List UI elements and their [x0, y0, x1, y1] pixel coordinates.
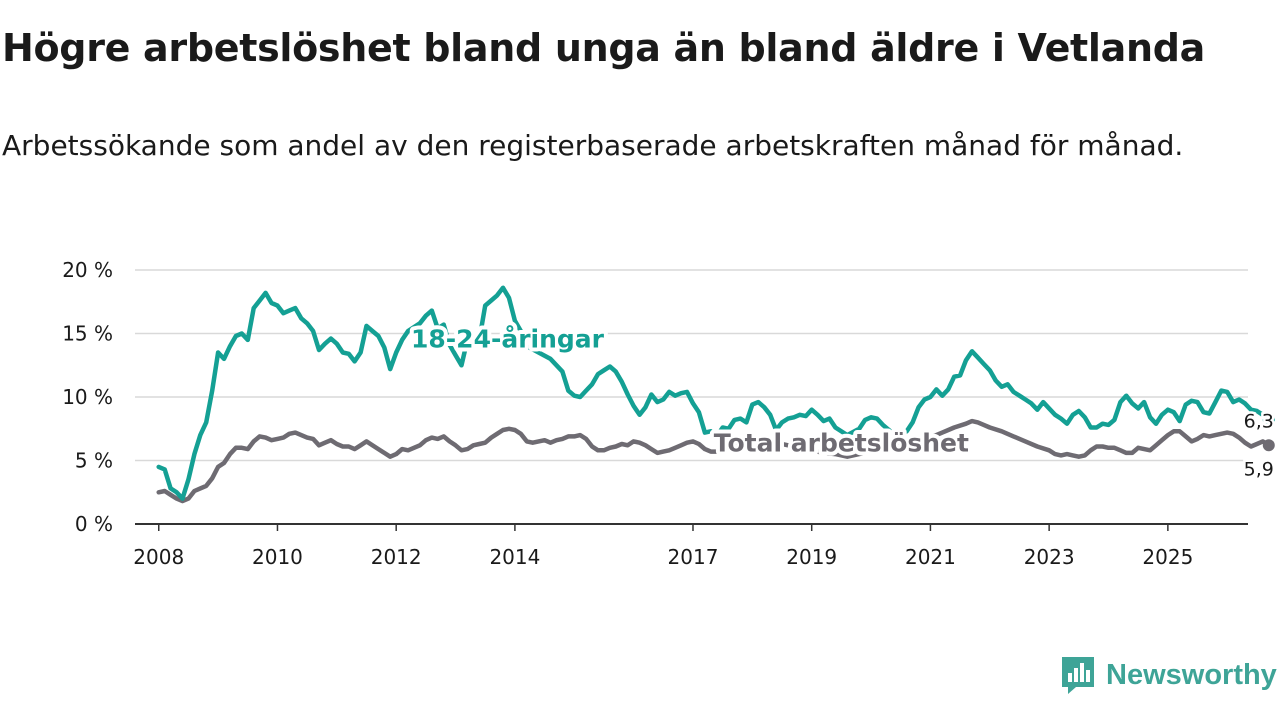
series-labels: 18-24-åringar Total arbetslöshet 6,3 % 5,9 … — [407, 320, 1280, 483]
series-line-0 — [156, 285, 1272, 501]
y-tick-label: 20 % — [62, 258, 113, 282]
x-tick-label: 2010 — [252, 545, 303, 569]
y-tick-label: 15 % — [62, 322, 113, 346]
series-end-dot-0 — [1262, 413, 1275, 426]
y-axis: 0 % 5 % 10 % 15 % 20 % — [62, 258, 113, 536]
y-tick-label: 10 % — [62, 385, 113, 409]
series-lines — [156, 285, 1275, 504]
end-value-total: 5,9 % — [1244, 459, 1280, 481]
brand-name: Newsworthy — [1106, 658, 1277, 691]
chart-subtitle: Arbetssökande som andel av den registerb… — [2, 129, 1184, 162]
newsworthy-brand[interactable]: Newsworthy — [1060, 655, 1277, 695]
chart-title: Högre arbetslöshet bland unga än bland ä… — [2, 26, 1205, 70]
x-tick-label: 2023 — [1024, 545, 1075, 569]
x-tick-label: 2025 — [1142, 545, 1193, 569]
y-tick-label: 5 % — [75, 449, 113, 473]
series-label-total: Total arbetslöshet — [714, 429, 969, 458]
x-tick-label: 2017 — [668, 545, 719, 569]
x-tick-label: 2019 — [786, 545, 837, 569]
x-tick-label: 2021 — [905, 545, 956, 569]
grid-lines — [135, 269, 1248, 462]
y-tick-label: 0 % — [75, 512, 113, 536]
series-end-dot-1 — [1262, 439, 1275, 452]
x-tick-label: 2012 — [371, 545, 422, 569]
series-line-1 — [156, 418, 1272, 504]
x-axis: 2008 2010 2012 2014 2017 2019 2021 2023 2025 — [133, 523, 1248, 569]
x-tick-label: 2008 — [133, 545, 184, 569]
end-value-youth: 6,3 % — [1244, 410, 1280, 432]
series-label-youth: 18-24-åringar — [411, 324, 605, 353]
x-tick-label: 2014 — [489, 545, 540, 569]
newsworthy-logo-icon — [1062, 657, 1094, 694]
